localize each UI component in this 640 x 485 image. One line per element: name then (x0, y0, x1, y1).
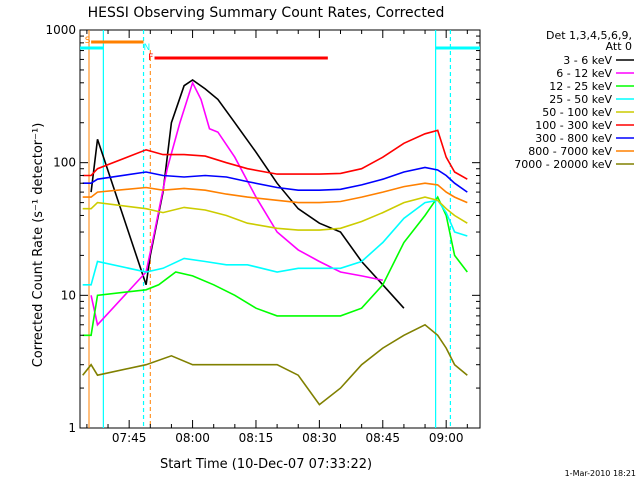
y-tick-label: 100 (53, 156, 76, 170)
chart-title: HESSI Observing Summary Count Rates, Cor… (88, 5, 445, 21)
x-tick-label: 07:45 (112, 431, 147, 445)
y-tick-label: 1 (68, 421, 76, 435)
legend-item-label: 7000 - 20000 keV (514, 158, 612, 171)
y-axis-label: Corrected Count Rate (s⁻¹ detector⁻¹) (31, 123, 46, 368)
series-line-50-100 (82, 196, 468, 231)
data-gaps (88, 30, 452, 428)
legend-header-line2: Att 0 (606, 40, 632, 53)
series-line-300-800 (82, 166, 468, 193)
legend-item-label: 6 - 12 keV (556, 67, 612, 80)
legend-item-label: 300 - 800 keV (535, 132, 612, 145)
flag-label: F (148, 53, 153, 63)
legend-item-label: 50 - 100 keV (542, 106, 612, 119)
axes: 07:45 08:00 08:15 08:30 08:45 09:00 1 10 100 1000 (45, 23, 480, 445)
x-tick-label: 08:00 (175, 431, 210, 445)
x-tick-label: 09:00 (429, 431, 464, 445)
legend-item-label: 12 - 25 keV (549, 80, 612, 93)
legend-item-label: 25 - 50 keV (549, 93, 612, 106)
series-line-25-50 (82, 199, 468, 286)
series-line-100-300 (82, 129, 468, 180)
series-layer (82, 79, 468, 406)
x-tick-label: 08:45 (365, 431, 400, 445)
series-line-12-25 (82, 195, 468, 337)
legend-item-label: 3 - 6 keV (563, 54, 612, 67)
y-tick-label: 10 (61, 288, 76, 302)
legend-header-line1: Det 1,3,4,5,6,9, (546, 29, 632, 42)
footer-timestamp: 1-Mar-2010 18:21 (565, 469, 636, 478)
flags-layer: S NF (80, 36, 480, 63)
series-line-7000-20000 (82, 323, 468, 406)
series-line-800-7000 (82, 182, 468, 204)
series-line-6-12 (90, 80, 383, 327)
flag-label: N (144, 43, 151, 53)
legend-item-label: 100 - 300 keV (535, 119, 612, 132)
flag-label: S (85, 36, 91, 46)
x-tick-label: 08:30 (302, 431, 337, 445)
x-tick-label: 08:15 (239, 431, 274, 445)
x-axis-label: Start Time (10-Dec-07 07:33:22) (160, 457, 372, 472)
legend-item-label: 800 - 7000 keV (528, 145, 612, 158)
y-tick-label: 1000 (45, 23, 76, 37)
